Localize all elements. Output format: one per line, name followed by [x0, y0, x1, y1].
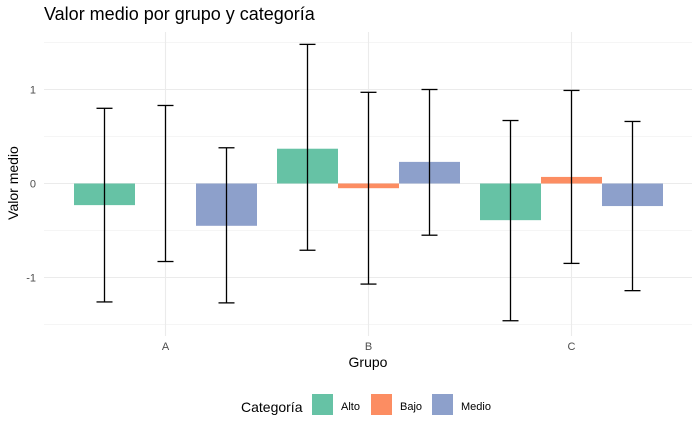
- errorbars-layer: [96, 43, 641, 322]
- x-tick-label: B: [365, 341, 372, 353]
- chart-title: Valor medio por grupo y categoría: [44, 4, 316, 24]
- legend-swatch-bajo: [371, 394, 392, 415]
- legend-swatch-medio: [432, 394, 453, 415]
- x-tick-label: C: [568, 341, 576, 353]
- y-tick-label: 1: [30, 85, 36, 97]
- x-tick-label: A: [162, 341, 170, 353]
- legend-swatch-alto: [312, 394, 333, 415]
- legend-label-alto: Alto: [341, 401, 360, 413]
- legend-items: Alto Bajo Medio: [312, 394, 491, 415]
- y-tick-label: -1: [26, 273, 36, 285]
- x-axis-label: Grupo: [349, 354, 388, 370]
- y-axis-label: Valor medio: [5, 146, 21, 220]
- y-tick-label: 0: [30, 179, 36, 191]
- legend-label-bajo: Bajo: [400, 401, 422, 413]
- ticks-layer: -1 0 1 A B C: [26, 85, 575, 354]
- legend: Categoría Alto Bajo Medio: [241, 394, 491, 415]
- legend-label-medio: Medio: [461, 401, 491, 413]
- legend-title: Categoría: [241, 399, 303, 415]
